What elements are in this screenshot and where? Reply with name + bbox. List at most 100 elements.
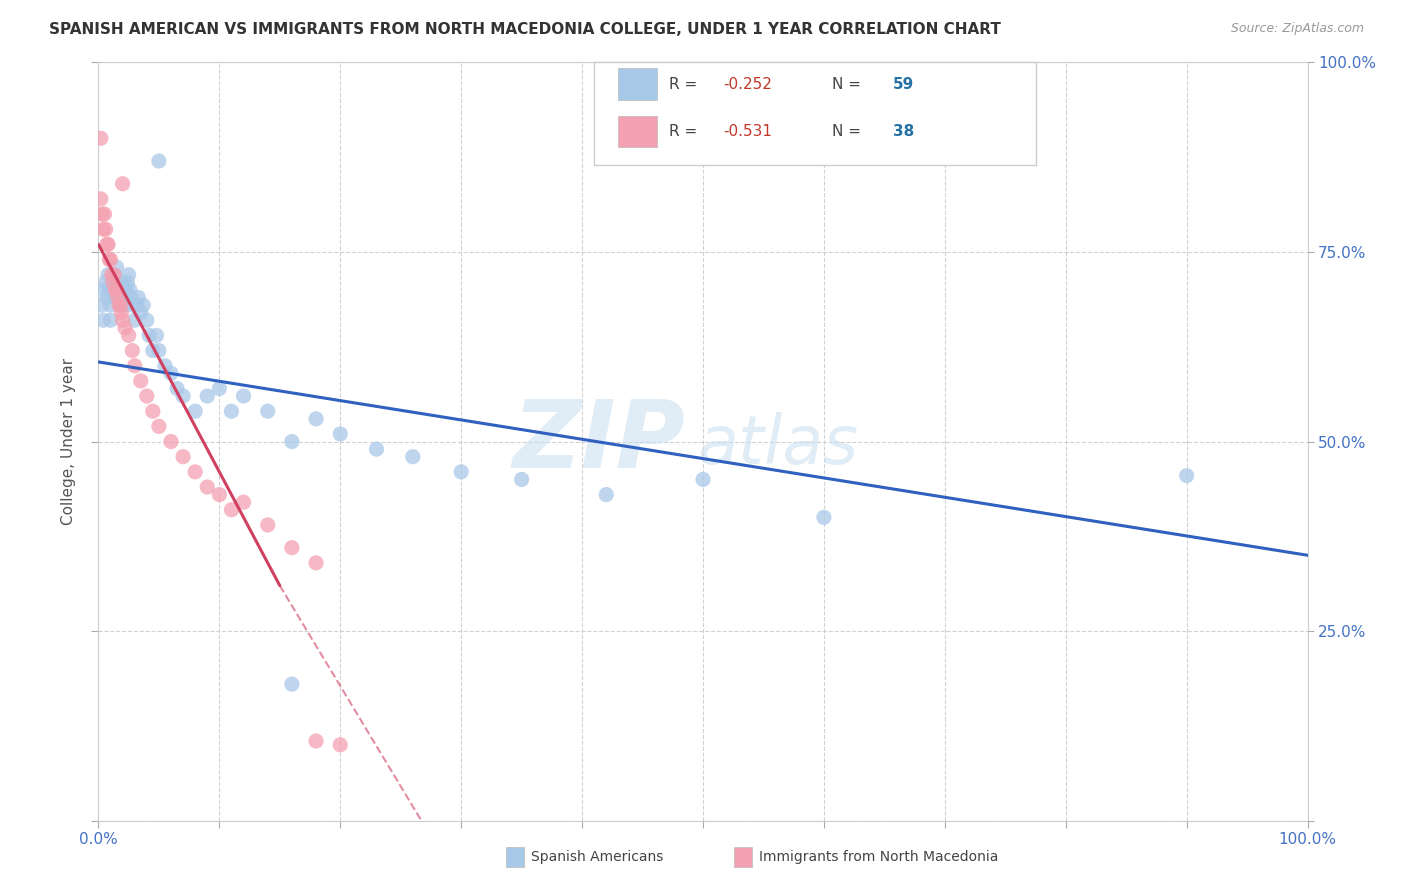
Point [256,517,278,532]
FancyBboxPatch shape [619,68,657,100]
Point [101,275,124,289]
Point [100,252,122,267]
Point [813,510,835,524]
Point [90,192,112,206]
Text: -0.531: -0.531 [724,124,772,139]
Point [510,473,533,487]
Point [153,359,176,373]
Point [1175,468,1198,483]
Point [121,298,143,312]
Point [166,382,188,396]
Point [148,153,170,168]
Point [195,480,218,494]
Point [114,298,136,312]
Point [195,389,218,403]
Point [93,207,115,221]
Point [107,283,129,297]
Point [111,283,134,297]
Text: Spanish Americans: Spanish Americans [531,850,664,864]
Point [100,283,122,297]
Point [108,291,131,305]
Point [94,275,117,289]
Point [112,291,135,305]
Point [305,412,328,426]
Text: atlas: atlas [697,412,858,478]
Point [97,237,120,252]
Point [91,313,114,327]
Text: SPANISH AMERICAN VS IMMIGRANTS FROM NORTH MACEDONIA COLLEGE, UNDER 1 YEAR CORREL: SPANISH AMERICAN VS IMMIGRANTS FROM NORT… [49,22,1001,37]
Text: R =: R = [669,124,702,139]
Point [692,473,714,487]
Point [98,252,121,267]
Point [366,442,388,457]
Point [595,487,617,501]
Point [221,503,243,517]
Point [329,427,352,442]
Point [172,389,194,403]
FancyBboxPatch shape [619,115,657,147]
Point [118,328,141,343]
Point [120,291,142,305]
Point [118,268,141,282]
Text: R =: R = [669,77,702,92]
Point [93,283,115,297]
Point [305,734,328,748]
Point [145,328,167,343]
Point [160,434,183,449]
Point [103,291,125,305]
Text: 59: 59 [893,77,914,92]
Point [221,404,243,418]
Point [138,328,160,343]
Point [184,404,207,418]
Point [129,305,152,319]
Point [402,450,425,464]
Point [281,677,304,691]
Point [256,404,278,418]
Point [124,359,146,373]
Point [129,374,152,388]
Point [104,283,127,297]
Point [127,298,149,312]
Point [105,283,128,297]
Point [208,382,231,396]
Point [100,268,122,282]
Point [124,313,146,327]
Point [208,487,231,501]
Point [127,291,149,305]
Point [117,275,139,289]
Point [160,366,183,380]
Text: N =: N = [832,77,866,92]
Point [103,268,125,282]
Point [101,275,124,289]
Point [450,465,472,479]
Text: 38: 38 [893,124,914,139]
Point [111,177,134,191]
Point [281,541,304,555]
FancyBboxPatch shape [595,62,1035,165]
Point [110,305,132,319]
Point [91,298,114,312]
Point [111,313,134,327]
Point [142,404,165,418]
Point [96,237,118,252]
Point [108,298,131,312]
Point [98,283,121,297]
Point [91,222,114,236]
Point [118,283,141,297]
Text: -0.252: -0.252 [724,77,772,92]
Text: Immigrants from North Macedonia: Immigrants from North Macedonia [759,850,998,864]
Point [281,434,304,449]
Point [90,131,112,145]
Point [104,283,127,297]
Point [108,298,131,312]
Point [232,495,254,509]
Point [121,343,143,358]
Point [184,465,207,479]
Point [148,343,170,358]
Point [94,222,117,236]
Point [148,419,170,434]
Point [107,291,129,305]
Point [114,320,136,334]
Point [132,298,155,312]
Point [135,389,157,403]
